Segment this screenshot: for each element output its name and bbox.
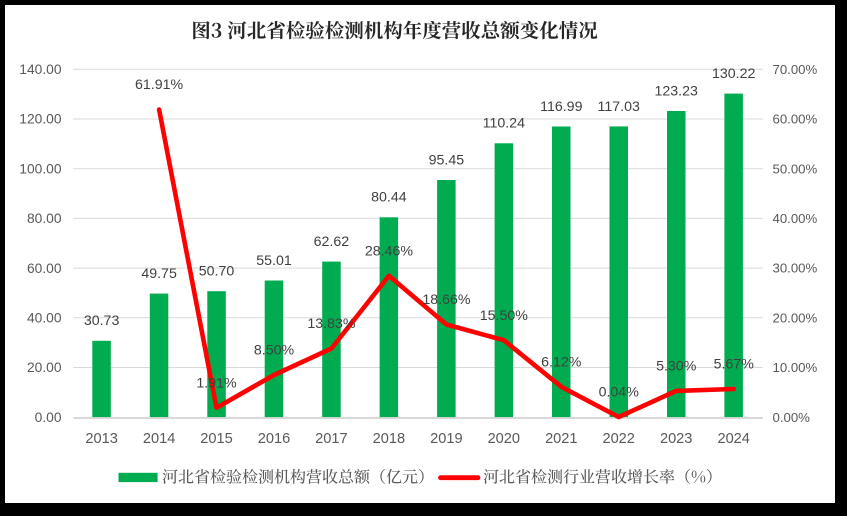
svg-text:95.45: 95.45	[429, 152, 465, 168]
svg-text:2022: 2022	[602, 431, 634, 447]
svg-text:2021: 2021	[545, 431, 577, 447]
svg-text:10.00%: 10.00%	[773, 360, 818, 375]
svg-text:2024: 2024	[717, 431, 749, 447]
svg-text:40.00: 40.00	[27, 311, 62, 326]
svg-text:0.04%: 0.04%	[599, 385, 640, 401]
svg-text:2018: 2018	[373, 431, 405, 447]
svg-text:30.73: 30.73	[84, 313, 120, 329]
svg-text:15.50%: 15.50%	[480, 308, 529, 324]
svg-text:2014: 2014	[143, 431, 175, 447]
svg-text:123.23: 123.23	[654, 83, 698, 99]
svg-text:70.00%: 70.00%	[773, 62, 818, 77]
svg-text:2020: 2020	[488, 431, 520, 447]
svg-text:60.00: 60.00	[27, 261, 62, 276]
svg-text:116.99: 116.99	[540, 99, 582, 115]
svg-text:62.62: 62.62	[314, 234, 350, 250]
svg-text:28.46%: 28.46%	[365, 243, 414, 259]
svg-text:1.91%: 1.91%	[196, 375, 237, 391]
svg-text:50.00%: 50.00%	[773, 161, 818, 176]
svg-text:0.00%: 0.00%	[773, 410, 811, 425]
svg-text:120.00: 120.00	[19, 112, 62, 127]
svg-text:30.00%: 30.00%	[773, 261, 818, 276]
svg-text:2013: 2013	[85, 431, 117, 447]
svg-text:8.50%: 8.50%	[254, 343, 295, 359]
svg-text:49.75: 49.75	[141, 266, 177, 282]
svg-text:18.66%: 18.66%	[422, 292, 471, 308]
svg-text:13.83%: 13.83%	[307, 316, 356, 332]
svg-text:2016: 2016	[258, 431, 290, 447]
svg-text:50.70: 50.70	[199, 264, 235, 280]
svg-text:2023: 2023	[660, 431, 692, 447]
svg-text:55.01: 55.01	[256, 253, 292, 269]
svg-text:60.00%: 60.00%	[773, 112, 818, 127]
svg-text:80.00: 80.00	[27, 211, 62, 226]
svg-text:5.67%: 5.67%	[714, 357, 755, 373]
svg-text:2017: 2017	[315, 431, 347, 447]
svg-text:2019: 2019	[430, 431, 462, 447]
svg-text:117.03: 117.03	[598, 99, 640, 115]
svg-text:100.00: 100.00	[19, 161, 62, 176]
svg-text:61.91%: 61.91%	[135, 77, 184, 93]
svg-text:80.44: 80.44	[371, 190, 407, 206]
svg-text:20.00%: 20.00%	[773, 310, 818, 325]
svg-text:130.22: 130.22	[712, 66, 756, 82]
svg-text:110.24: 110.24	[483, 116, 525, 132]
svg-text:40.00%: 40.00%	[773, 211, 818, 226]
svg-text:6.12%: 6.12%	[541, 354, 582, 370]
svg-text:140.00: 140.00	[19, 62, 62, 77]
svg-text:5.30%: 5.30%	[656, 359, 697, 375]
svg-text:20.00: 20.00	[27, 360, 62, 375]
svg-text:0.00: 0.00	[35, 410, 62, 425]
svg-text:2015: 2015	[200, 431, 232, 447]
